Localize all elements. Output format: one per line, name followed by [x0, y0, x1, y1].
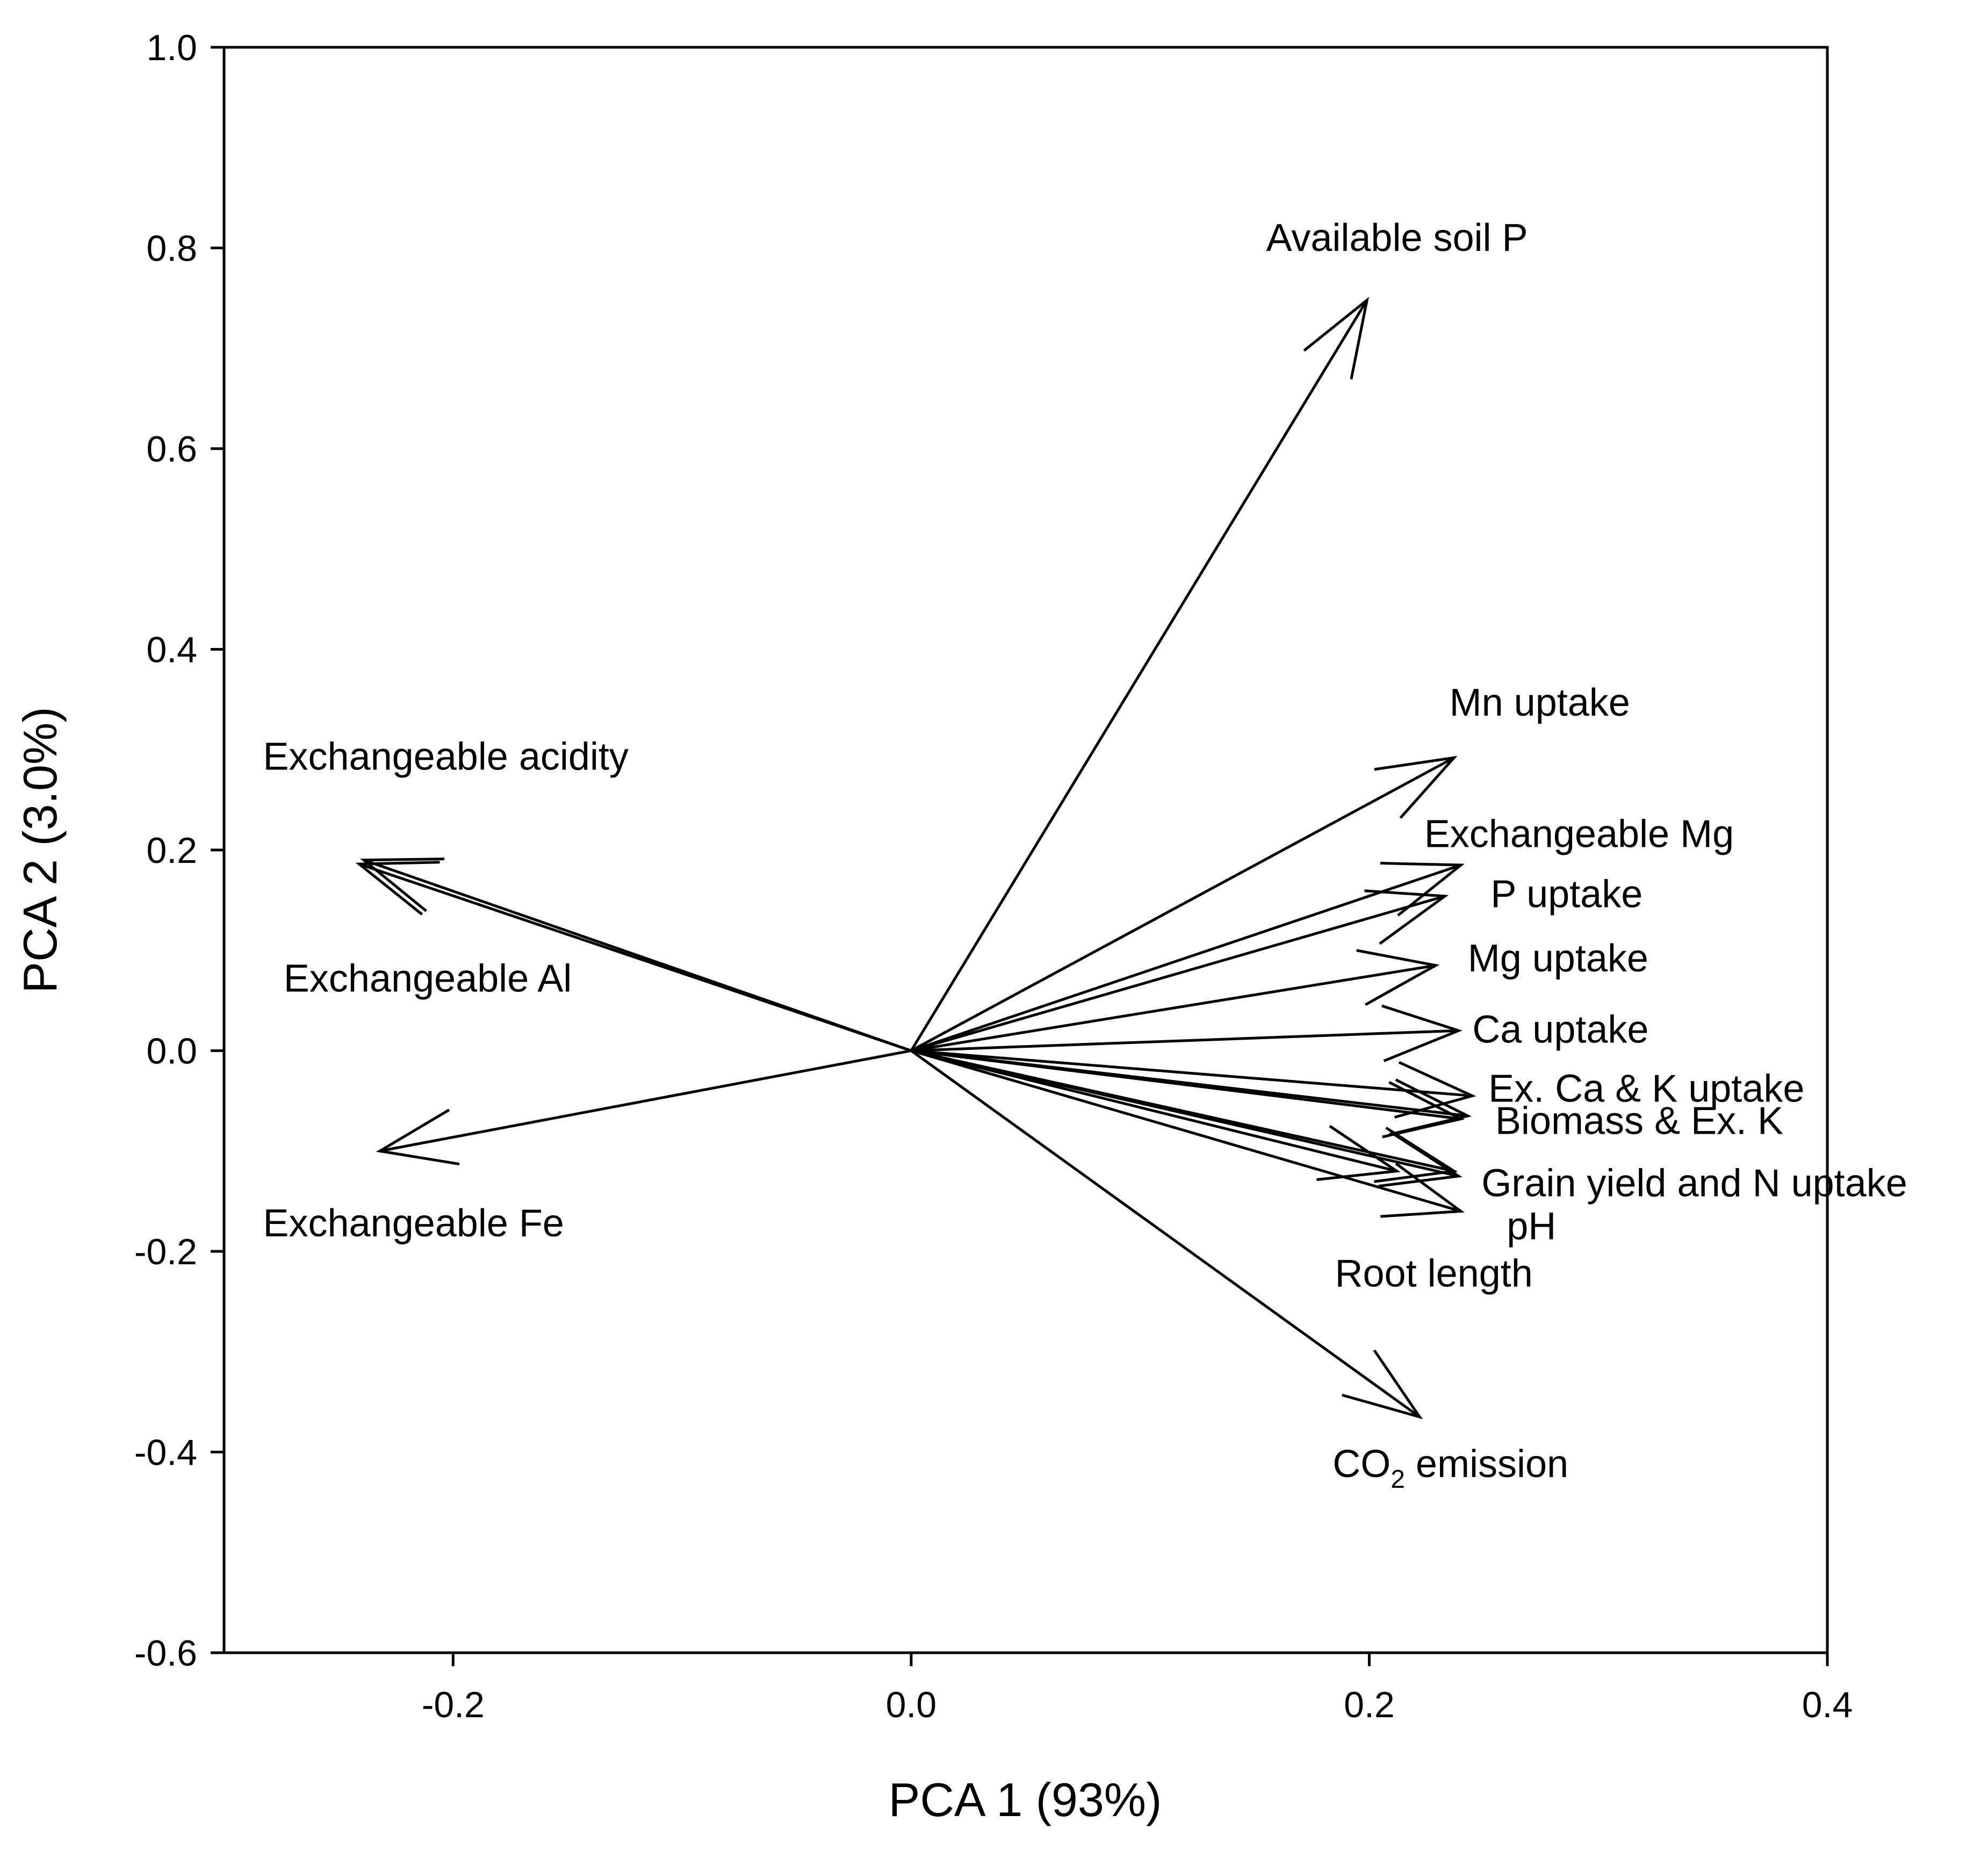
vector-shaft [910, 863, 1463, 1052]
vector-shaft [910, 1049, 1421, 1418]
vector-arrowhead [1382, 1081, 1465, 1139]
y-tick-label: -0.4 [134, 1432, 197, 1473]
vector-shaft [910, 964, 1437, 1052]
vector-n-uptake [910, 1049, 1458, 1183]
y-tick-label: -0.6 [134, 1633, 197, 1674]
y-axis-title: PCA 2 (3.0%) [13, 707, 67, 993]
label-exchangeable-mg: Exchangeable Mg [1424, 812, 1734, 855]
vector-arrowhead [376, 1108, 460, 1165]
label-p-uptake: P uptake [1490, 873, 1643, 916]
x-tick-label: 0.0 [886, 1684, 937, 1725]
vector-arrowhead [1342, 1349, 1423, 1420]
vector-p-uptake [910, 889, 1449, 1052]
label-ph: pH [1507, 1205, 1556, 1248]
vector-arrowhead [1374, 755, 1458, 819]
vector-arrowhead [1374, 1126, 1458, 1183]
y-tick-label: 0.8 [146, 228, 197, 269]
vector-exchangeable-fe [376, 1049, 913, 1165]
label-ca-uptake: Ca uptake [1472, 1009, 1648, 1051]
y-tick-label: -0.2 [134, 1231, 197, 1272]
vector-root-length [910, 1049, 1401, 1181]
y-tick-label: 0.2 [146, 830, 197, 871]
vector-arrowhead [360, 858, 445, 912]
label-ex-ca-k-uptake: Ex. Ca & K uptake [1488, 1068, 1804, 1111]
vector-arrowhead [1316, 1125, 1401, 1181]
vector-shaft [910, 895, 1446, 1052]
vector-arrowhead [1380, 1162, 1465, 1218]
vector-mg-uptake [910, 949, 1440, 1052]
y-tick-label: 1.0 [146, 27, 197, 68]
x-axis-title: PCA 1 (93%) [889, 1773, 1162, 1826]
vector-shaft [910, 1049, 1463, 1120]
vector-co2-emission [910, 1049, 1423, 1420]
vector-arrowhead [355, 861, 440, 916]
x-tick-label: 0.2 [1344, 1684, 1395, 1725]
vector-available-soil-p [910, 297, 1369, 1052]
label-exchangeable-acidity: Exchangeable acidity [263, 736, 628, 779]
vector-shaft [910, 1049, 1399, 1173]
label-mg-uptake: Mg uptake [1468, 937, 1648, 980]
label-exchangeable-fe: Exchangeable Fe [263, 1202, 564, 1245]
y-tick-label: 0.0 [146, 1031, 197, 1072]
label-biomass-ex-k: Biomass & Ex. K [1495, 1100, 1783, 1143]
label-co-emission: CO2 emission [1332, 1443, 1568, 1494]
label-exchangeable-al: Exchangeable Al [284, 957, 572, 1000]
vector-shaft [910, 1049, 1463, 1213]
vector-arrowhead [1381, 1004, 1463, 1062]
vector-ca-uptake [910, 1004, 1463, 1062]
vector-shaft [910, 756, 1456, 1052]
vector-mn-uptake [910, 755, 1458, 1052]
y-tick-label: 0.4 [146, 630, 197, 671]
vector-arrowhead [1380, 862, 1465, 917]
label-grain-yield-and-n-uptake: Grain yield and N uptake [1481, 1162, 1907, 1205]
x-tick-label: 0.4 [1802, 1684, 1853, 1725]
label-available-soil-p: Available soil P [1266, 217, 1528, 260]
vector-biomass [910, 1049, 1472, 1136]
vector-shaft [910, 1049, 1456, 1173]
x-tick-label: -0.2 [422, 1684, 485, 1725]
vector-shaft [910, 299, 1368, 1052]
vector-exchangeable-mg [910, 862, 1465, 1052]
vector-ex-k [910, 1049, 1465, 1139]
vector-shaft [910, 1049, 1474, 1098]
vector-ph [910, 1049, 1465, 1218]
vector-arrowhead [1356, 949, 1440, 1006]
vector-shaft [358, 862, 913, 1052]
vector-arrowhead [1364, 889, 1449, 945]
label-mn-uptake: Mn uptake [1450, 681, 1630, 724]
vector-arrowhead [1303, 297, 1369, 380]
y-tick-label: 0.6 [146, 429, 197, 470]
vector-shaft [910, 1029, 1460, 1052]
vector-arrowhead [1378, 1131, 1463, 1187]
vector-shaft [378, 1049, 913, 1153]
vector-exchangeable-al [355, 861, 913, 1052]
label-root-length: Root length [1335, 1252, 1532, 1295]
